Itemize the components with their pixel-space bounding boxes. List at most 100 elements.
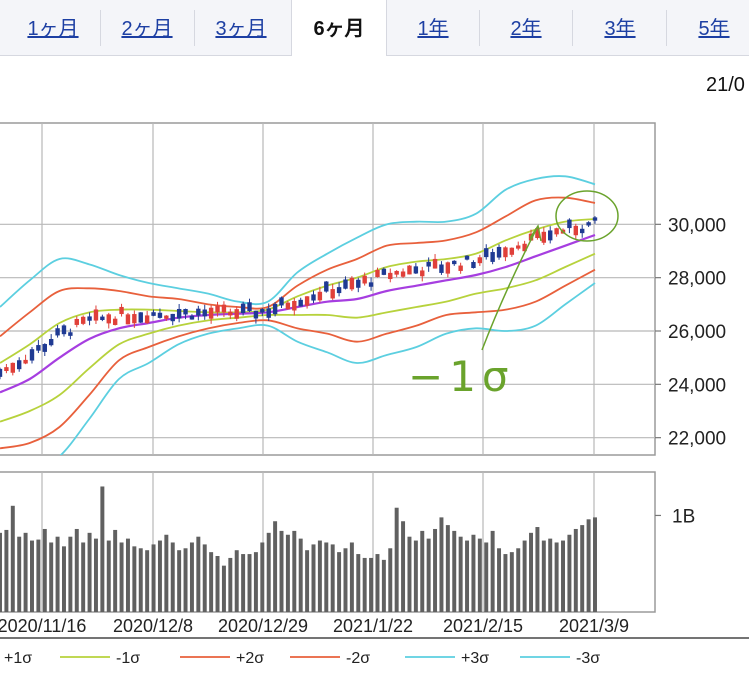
candle-up <box>234 309 239 319</box>
x-tick-label: 2020/12/8 <box>113 616 193 636</box>
tab-2-years[interactable]: 2年 <box>510 18 542 40</box>
candle-up <box>400 271 406 277</box>
tab-3-months[interactable]: 3ヶ月 <box>215 18 267 40</box>
plus-3-sigma-line <box>0 175 596 308</box>
candle-up <box>477 257 483 264</box>
volume-bar <box>593 517 597 612</box>
volume-bar <box>330 544 335 612</box>
candle-down <box>100 316 105 320</box>
volume-bar <box>458 536 463 612</box>
candle-down <box>240 303 246 313</box>
volume-bar <box>74 528 79 612</box>
candle-up <box>388 272 393 280</box>
volume-bar <box>433 528 438 612</box>
candle-down <box>368 282 374 287</box>
candle-down <box>176 308 182 319</box>
candle-down <box>580 228 585 234</box>
y-tick-label: 26,000 <box>668 322 726 343</box>
tab-2-months[interactable]: 2ヶ月 <box>121 18 173 40</box>
candle-up <box>112 318 118 325</box>
tab-1-month[interactable]: 1ヶ月 <box>27 18 79 40</box>
volume-bar <box>196 536 201 612</box>
volume-bar <box>10 505 15 612</box>
y-tick-label: 24,000 <box>668 375 726 396</box>
candle-down <box>42 344 47 352</box>
candle-down <box>464 255 470 260</box>
candle-up <box>228 311 233 316</box>
candle-up <box>445 262 451 274</box>
volume-bar <box>209 552 214 612</box>
period-tab-bar: 1ヶ月 2ヶ月 3ヶ月 6ヶ月 1年 2年 3年 5年 <box>0 0 749 56</box>
volume-bar <box>375 554 380 612</box>
volume-bar <box>93 538 98 612</box>
candle-up <box>4 367 9 372</box>
candle-up <box>292 300 297 311</box>
candle-down <box>272 303 278 315</box>
volume-bar <box>343 548 348 612</box>
x-tick-label: 2020/12/29 <box>218 616 308 636</box>
tab-1-year[interactable]: 1年 <box>417 18 449 40</box>
volume-bar <box>61 546 66 612</box>
candle-up <box>522 243 527 252</box>
volume-bar <box>381 559 386 612</box>
volume-bar <box>535 527 540 612</box>
candle-down <box>170 313 175 322</box>
candle-up <box>144 315 150 324</box>
candle-down <box>471 261 476 269</box>
x-tick-label: 2021/3/9 <box>559 616 629 636</box>
candle-down <box>586 222 591 226</box>
candle-up <box>74 318 79 325</box>
tab-divider <box>666 10 667 46</box>
candle-down <box>496 246 502 258</box>
volume-bar <box>202 544 207 612</box>
volume-bar <box>445 525 450 612</box>
candle-down <box>68 332 73 336</box>
candle-down <box>381 268 387 275</box>
candle-down <box>356 279 361 288</box>
candle-up <box>394 270 399 275</box>
volume-bar <box>356 554 361 612</box>
volume-bar <box>452 530 457 612</box>
volume-bar <box>151 544 156 612</box>
volume-bar <box>362 557 367 612</box>
volume-bar <box>497 548 502 612</box>
volume-bar <box>439 517 444 612</box>
candle-down <box>157 312 163 318</box>
tab-3-years[interactable]: 3年 <box>604 18 636 40</box>
volume-bar <box>183 548 188 612</box>
minus-1-sigma-line <box>0 252 596 423</box>
candle-down <box>87 316 92 321</box>
volume-bar <box>157 540 162 612</box>
candle-down <box>36 345 41 351</box>
candle-up <box>208 307 214 319</box>
tab-6-months[interactable]: 6ヶ月 <box>291 0 387 56</box>
annotation-arrow-line <box>481 225 539 351</box>
candle-down <box>298 299 303 307</box>
volume-bar <box>273 521 278 612</box>
candle-down <box>189 315 195 320</box>
y-tick-label: 22,000 <box>668 429 726 450</box>
volume-bar <box>177 550 182 612</box>
legend-label: +3σ <box>461 650 489 667</box>
candle-up <box>10 362 15 373</box>
candle-down <box>247 302 252 312</box>
volume-bar <box>125 538 130 612</box>
legend-label: -2σ <box>346 650 370 667</box>
tab-5-years[interactable]: 5年 <box>698 18 730 40</box>
candle-up <box>106 314 111 324</box>
candle-up <box>375 270 380 278</box>
volume-bar <box>567 534 572 612</box>
minus-one-sigma-annotation: −1σ <box>408 352 515 401</box>
volume-bar <box>561 540 565 612</box>
candle-down <box>279 297 284 306</box>
plus-2-sigma-line <box>0 196 596 338</box>
volume-bar <box>311 544 316 612</box>
volume-bar <box>388 548 393 612</box>
volume-bar <box>298 538 303 612</box>
volume-bar <box>305 550 310 612</box>
candle-down <box>324 281 329 292</box>
tab-divider <box>194 10 195 46</box>
volume-bar <box>253 552 258 612</box>
candle-up <box>23 359 28 364</box>
